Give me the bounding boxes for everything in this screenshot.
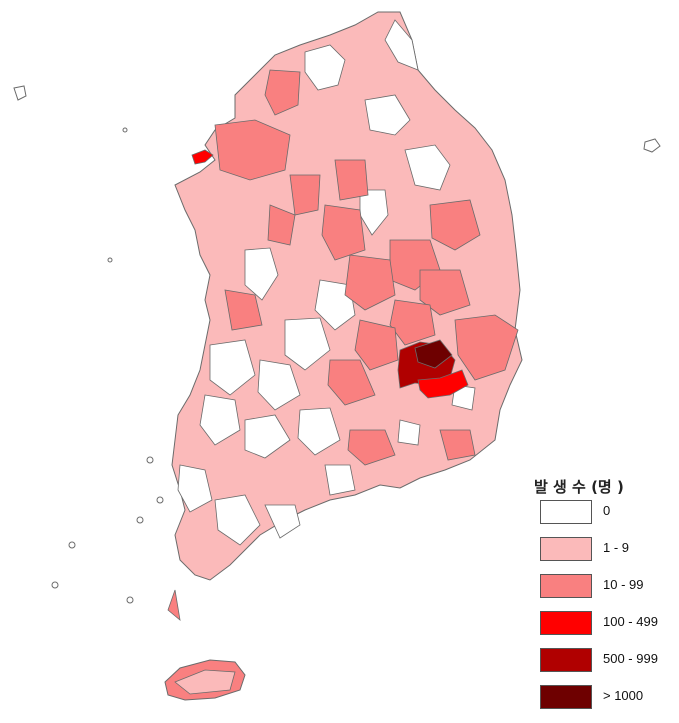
- legend-item: 1 - 9: [540, 537, 670, 574]
- legend-title: 발 생 수 (명 ): [534, 478, 624, 496]
- legend-swatch: [540, 648, 592, 672]
- legend-label: > 1000: [603, 688, 644, 703]
- legend-label: 500 - 999: [603, 651, 658, 666]
- legend-label: 10 - 99: [603, 577, 644, 592]
- legend-swatch: [540, 685, 592, 709]
- island-red: [191, 149, 214, 165]
- legend-swatch: [540, 574, 592, 598]
- jeju-inner: [174, 669, 236, 695]
- island-northwest: [13, 85, 27, 101]
- legend-label: 1 - 9: [603, 540, 630, 555]
- legend-items: 0 1 - 9 10 - 99 100 - 499 500 - 999 > 1000: [540, 500, 670, 722]
- regions-high: [397, 339, 469, 399]
- legend-item: > 1000: [540, 685, 670, 722]
- map-legend: 발 생 수 (명 ) 0 1 - 9 10 - 99 100 - 499 500 - 9…: [534, 474, 670, 722]
- regions-10-99: [167, 69, 519, 621]
- island-ulleung: [643, 138, 661, 153]
- legend-label: 100 - 499: [603, 614, 658, 629]
- legend-swatch: [540, 500, 592, 524]
- legend-swatch: [540, 611, 592, 635]
- southwest-islands: [51, 127, 164, 604]
- regions-zero: [177, 19, 476, 546]
- legend-item: 500 - 999: [540, 648, 670, 685]
- legend-swatch: [540, 537, 592, 561]
- legend-item: 0: [540, 500, 670, 537]
- legend-item: 10 - 99: [540, 574, 670, 611]
- legend-label: 0: [603, 503, 611, 518]
- legend-item: 100 - 499: [540, 611, 670, 648]
